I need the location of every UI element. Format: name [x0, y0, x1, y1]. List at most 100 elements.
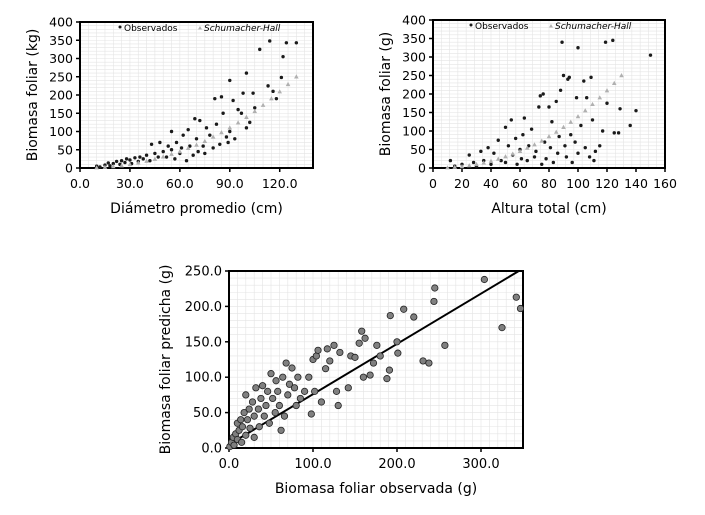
data-point-observed — [138, 155, 142, 159]
data-point — [242, 391, 250, 399]
data-point-predicted — [503, 154, 508, 159]
data-point-observed — [164, 155, 169, 159]
x-tick-label: 120 — [595, 176, 619, 191]
data-point — [317, 398, 325, 406]
data-point-observed — [224, 135, 229, 139]
data-point — [425, 359, 433, 367]
data-point — [240, 408, 248, 417]
data-point — [355, 339, 363, 347]
legend-marker-circle — [469, 23, 473, 27]
chart-1: 0.0 30.0 60.0 90.0 120.0 0 50 100 150 200 250 300 35… — [25, 15, 314, 217]
legend-marker-circle — [118, 25, 122, 29]
data-point-predicted — [294, 74, 299, 79]
data-point-observed — [169, 129, 174, 134]
data-point — [285, 380, 294, 388]
data-point-predicted — [524, 145, 530, 150]
data-point-predicted — [185, 145, 191, 150]
y-axis-label: Biomasa foliar (g) — [378, 32, 394, 156]
data-point-observed — [196, 149, 200, 154]
data-point-predicted — [561, 124, 566, 129]
data-point-observed — [551, 160, 556, 165]
y-tick-label: 300 — [49, 51, 73, 66]
data-point-observed — [241, 91, 245, 95]
data-point — [282, 359, 290, 367]
data-point — [305, 373, 313, 381]
data-point — [430, 297, 438, 306]
data-point — [480, 275, 488, 284]
data-point-observed — [294, 41, 299, 45]
data-point — [330, 341, 338, 349]
data-point-observed — [274, 96, 279, 101]
y-tick-label: 200.0 — [185, 300, 222, 315]
data-point-observed — [525, 158, 529, 163]
x-axis-label: Diámetro promedio (cm) — [110, 201, 283, 217]
data-point-predicted — [532, 142, 537, 147]
data-point-observed — [492, 151, 496, 155]
data-point-predicted — [539, 138, 545, 143]
data-point-predicted — [575, 114, 581, 119]
data-point — [311, 387, 319, 395]
data-point-observed — [467, 153, 471, 157]
y-tick-label: 350 — [49, 33, 73, 48]
data-point — [255, 423, 263, 431]
data-point-observed — [590, 118, 595, 122]
data-point-observed — [123, 160, 127, 165]
data-point — [258, 382, 267, 390]
x-tick-label: 0 — [429, 176, 437, 191]
data-point-observed — [583, 145, 587, 150]
data-point — [498, 324, 506, 332]
data-point — [332, 387, 341, 395]
data-point-predicted — [269, 96, 274, 101]
x-tick-label: 0.0 — [219, 457, 240, 472]
data-point-observed — [253, 106, 257, 110]
data-point-observed — [564, 155, 569, 159]
data-point — [294, 373, 302, 381]
legend-label: Observados — [475, 22, 529, 32]
data-point-observed — [214, 122, 219, 126]
data-point — [516, 304, 525, 313]
data-point-observed — [244, 71, 249, 75]
data-point-predicted — [252, 108, 258, 114]
data-point-observed — [226, 140, 230, 145]
data-point-predicted — [127, 161, 133, 167]
data-point — [376, 352, 384, 360]
x-axis-label: Biomasa foliar observada (g) — [275, 481, 477, 497]
y-tick-label: 0 — [418, 161, 426, 176]
data-point — [361, 334, 369, 342]
data-point-predicted — [110, 164, 116, 169]
chart-3: 0.0 100.0 200.0 300.0 0.0 50.0 100.0 150.0 200.0… — [158, 265, 525, 497]
data-point-observed — [589, 75, 593, 80]
x-tick-label: 60 — [512, 176, 528, 191]
data-point — [323, 345, 331, 353]
data-point-predicted — [169, 151, 174, 156]
data-point — [269, 394, 277, 403]
data-point-predicted — [582, 108, 588, 113]
data-point — [334, 401, 342, 410]
data-point-observed — [486, 145, 490, 150]
data-point-observed — [184, 159, 189, 163]
data-point — [275, 401, 283, 410]
y-tick-label: 0 — [65, 161, 73, 176]
data-point-observed — [188, 144, 192, 148]
y-axis-label: Biomasa foliar predicha (g) — [158, 265, 174, 455]
data-point-observed — [503, 125, 508, 129]
x-tick-label: 0.0 — [70, 176, 90, 191]
data-point-observed — [244, 126, 249, 130]
data-point — [290, 384, 299, 392]
data-point-observed — [471, 160, 476, 165]
data-point-observed — [509, 118, 513, 122]
data-point-observed — [173, 157, 177, 161]
data-point-observed — [573, 140, 577, 144]
data-point — [300, 387, 309, 395]
data-point — [314, 346, 322, 354]
y-tick-label: 50 — [57, 142, 73, 157]
data-point-observed — [557, 134, 561, 139]
data-point-observed — [547, 105, 551, 109]
data-point-predicted — [119, 163, 124, 168]
y-tick-label: 150 — [49, 106, 73, 121]
data-point — [265, 419, 273, 427]
data-point-predicted — [445, 165, 450, 170]
data-point-observed — [569, 133, 573, 137]
data-point-observed — [198, 118, 202, 123]
data-point — [237, 416, 245, 424]
